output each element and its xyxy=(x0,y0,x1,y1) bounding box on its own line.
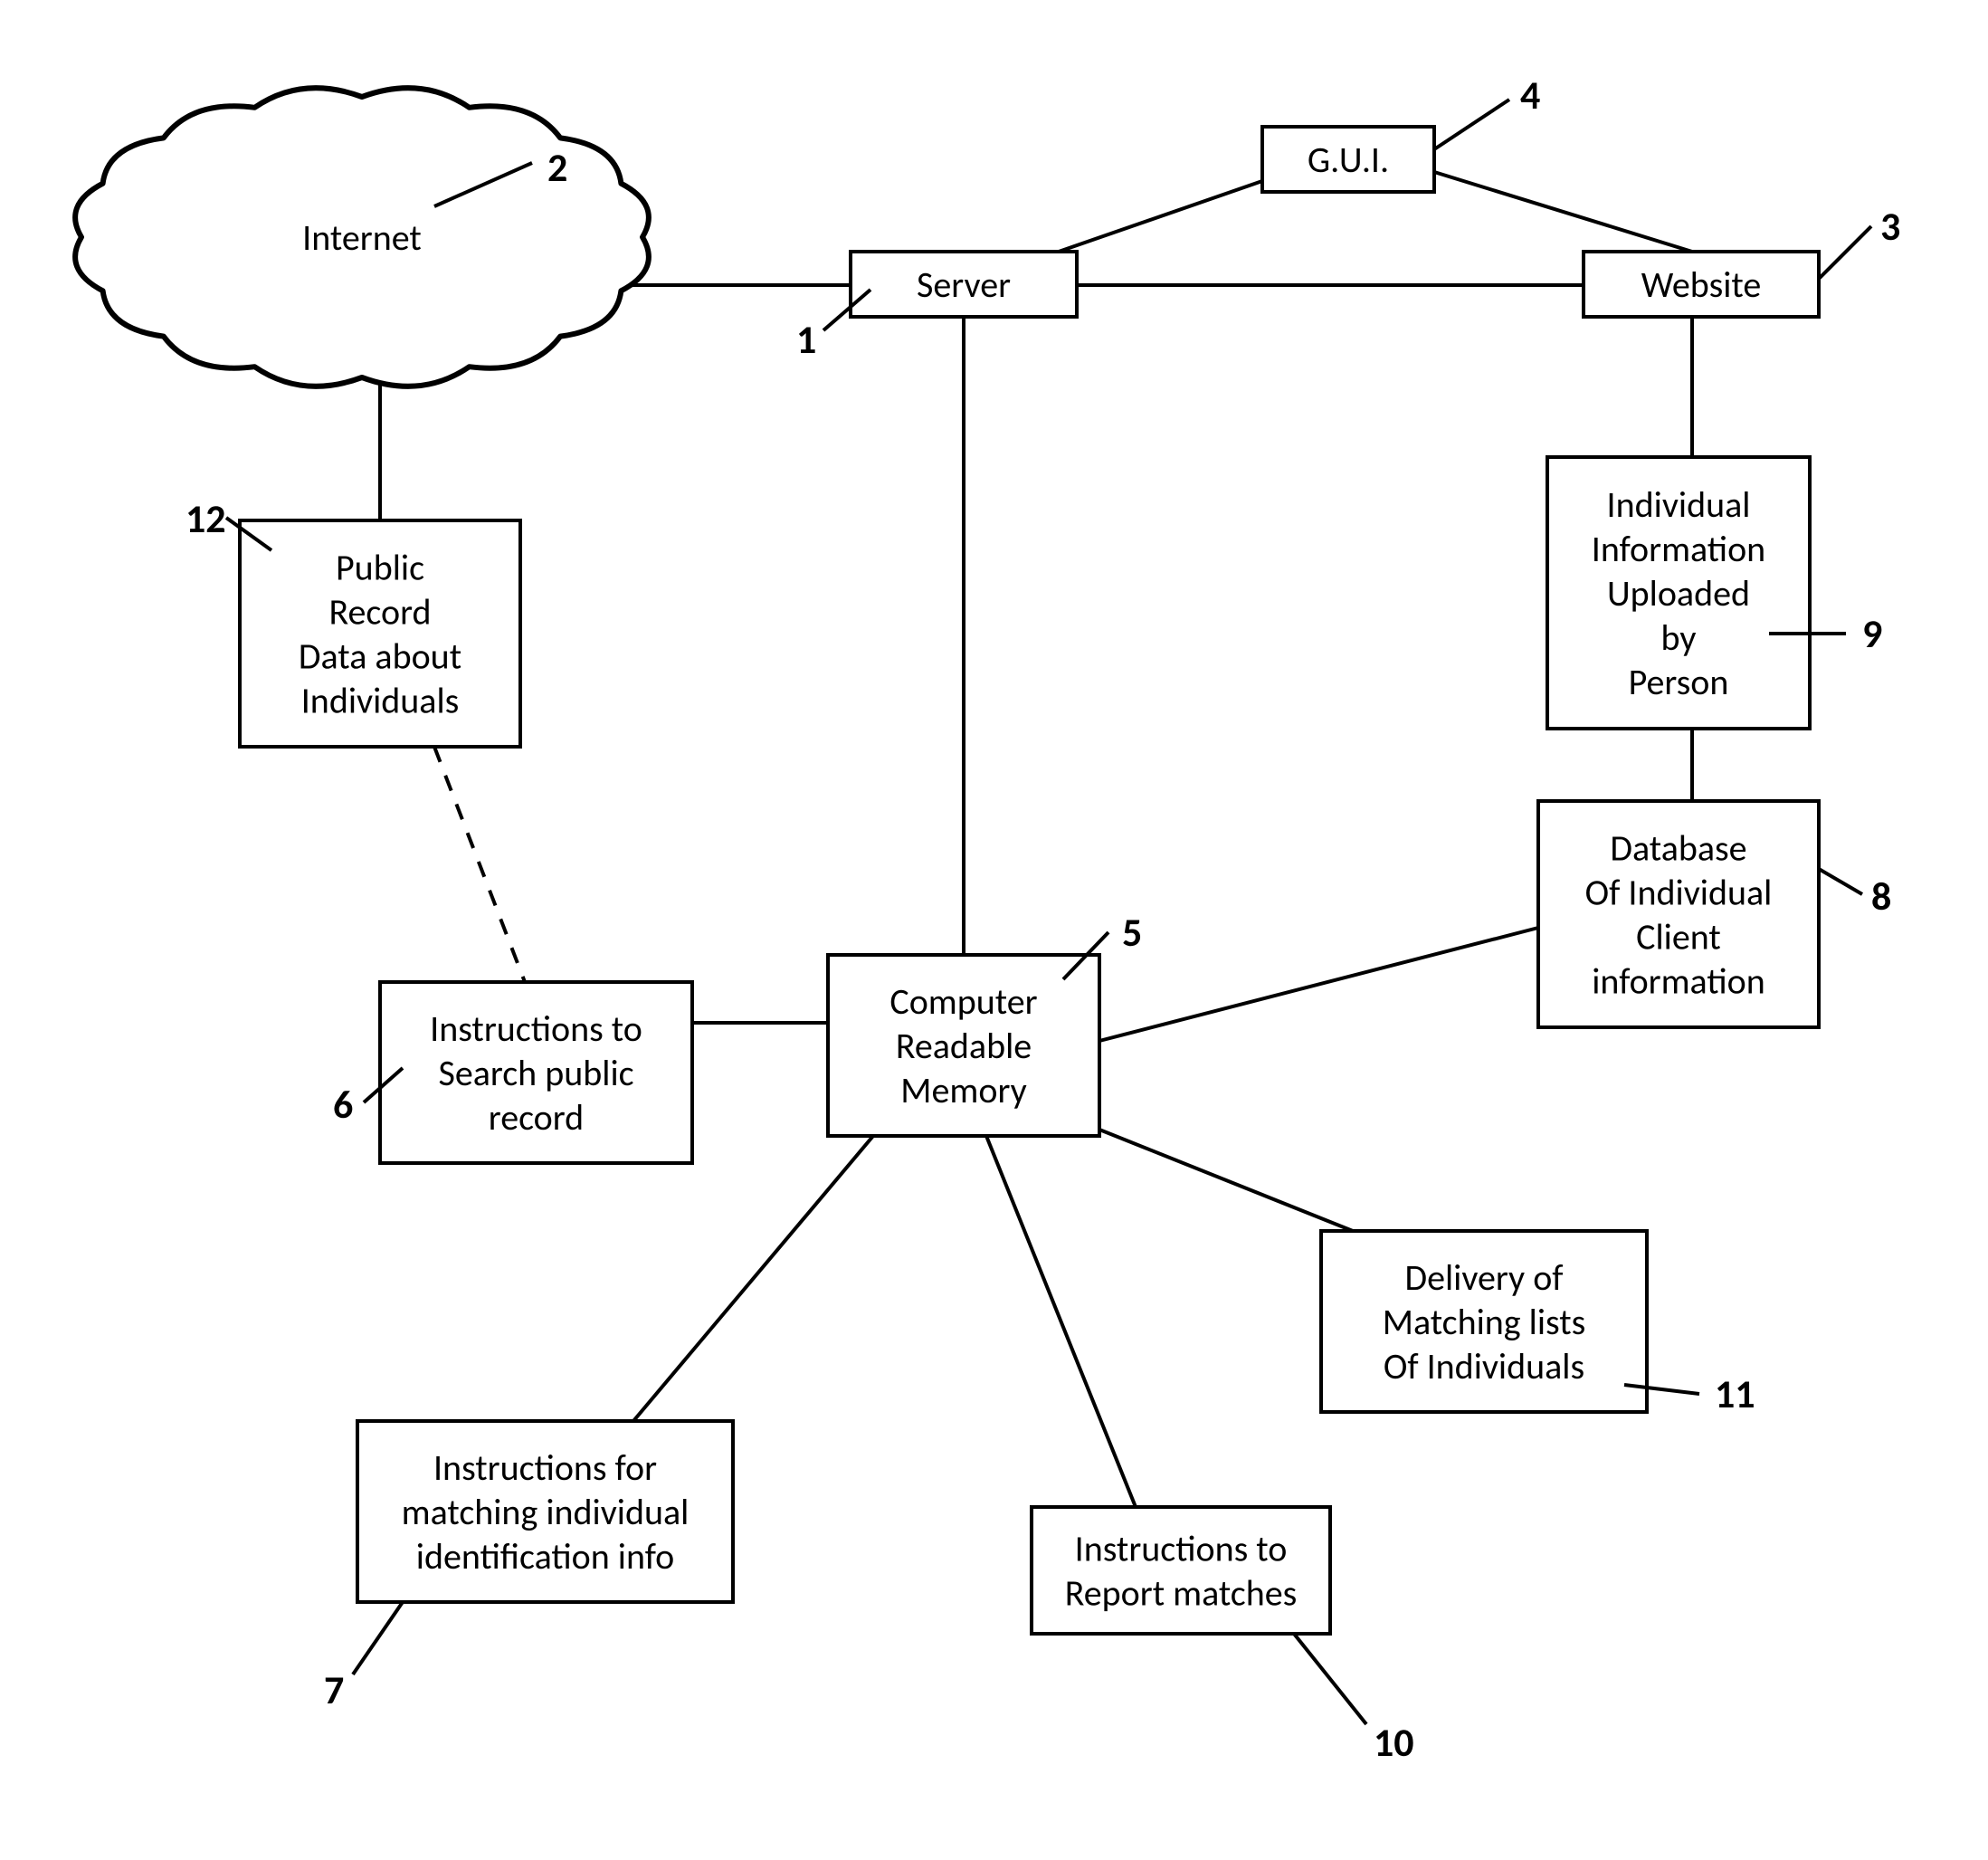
ref-leader-10 xyxy=(1294,1634,1366,1724)
edge-memory-delivery xyxy=(1081,1122,1353,1231)
ref-leader-4 xyxy=(1434,100,1509,149)
ref-number-10: 10 xyxy=(1374,1718,1414,1767)
edge-memory-instr_match xyxy=(633,1136,873,1421)
edge-public_record-instr_search xyxy=(434,747,525,982)
ref-number-9: 9 xyxy=(1862,609,1882,658)
diagram-canvas: Internet Server Website G.U.I. ComputerReada… xyxy=(0,0,1988,1860)
ref-number-5: 5 xyxy=(1122,908,1142,957)
edge-gui-website xyxy=(1434,172,1692,252)
ref-leader-7 xyxy=(353,1602,403,1674)
ref-number-6: 6 xyxy=(333,1080,353,1129)
edge-memory-instr_report xyxy=(986,1136,1136,1507)
ref-number-7: 7 xyxy=(324,1665,344,1714)
nodes-layer xyxy=(75,88,1819,1634)
edge-memory-db_client xyxy=(1099,928,1538,1041)
node-memory-label: ComputerReadableMemory xyxy=(889,979,1037,1112)
ref-number-1: 1 xyxy=(796,315,816,364)
node-server-label: Server xyxy=(917,262,1011,307)
ref-number-2: 2 xyxy=(547,143,567,192)
node-gui-label: G.U.I. xyxy=(1308,138,1389,182)
node-delivery-label: Delivery ofMatching listsOf Individuals xyxy=(1383,1255,1586,1388)
ref-leader-3 xyxy=(1819,226,1871,279)
ref-number-8: 8 xyxy=(1871,872,1891,920)
node-instr_report-label: Instructions toReport matches xyxy=(1065,1527,1298,1616)
ref-number-3: 3 xyxy=(1880,202,1900,251)
node-instr_match-label: Instructions formatching individualident… xyxy=(402,1445,690,1579)
edge-server-gui xyxy=(1059,181,1262,252)
ref-number-4: 4 xyxy=(1520,71,1540,119)
ref-number-11: 11 xyxy=(1715,1369,1755,1418)
ref-leader-8 xyxy=(1819,869,1862,894)
node-website-label: Website xyxy=(1641,262,1762,307)
node-internet-label: Internet xyxy=(302,215,422,260)
ref-number-12: 12 xyxy=(185,494,226,543)
